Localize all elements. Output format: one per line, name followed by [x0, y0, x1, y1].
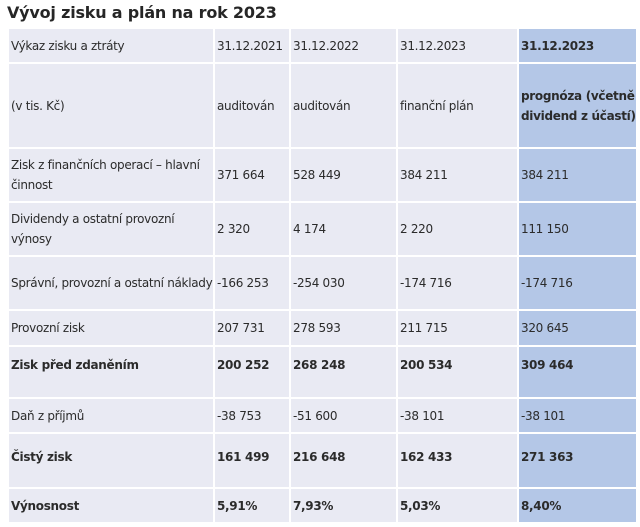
row-value: 4 174 [289, 201, 398, 257]
row-value: 7,93% [289, 487, 398, 524]
type-label-highlight: prognóza (včetně dividend z účastí) [517, 62, 638, 149]
row-value: -174 716 [396, 255, 519, 311]
row-value-highlight: 320 645 [517, 309, 638, 347]
type-label: auditován [213, 62, 291, 149]
table-row: Provozní zisk 207 731 278 593 211 715 32… [7, 309, 638, 347]
row-label: Zisk před zdaněním [7, 345, 215, 399]
table-row: Výnosnost 5,91% 7,93% 5,03% 8,40% [7, 487, 638, 524]
header-date-highlight: 31.12.2023 [517, 27, 638, 64]
row-value: 2 220 [396, 201, 519, 257]
table-row: Daň z příjmů -38 753 -51 600 -38 101 -38… [7, 397, 638, 434]
row-value: -166 253 [213, 255, 291, 311]
row-label: Čistý zisk [7, 432, 215, 489]
row-value: 528 449 [289, 147, 398, 203]
unit-label: (v tis. Kč) [7, 62, 215, 149]
table-row: Dividendy a ostatní provozní výnosy 2 32… [7, 201, 638, 257]
row-value: 200 534 [396, 345, 519, 399]
row-value: 268 248 [289, 345, 398, 399]
row-value-highlight: 309 464 [517, 345, 638, 399]
row-value: 278 593 [289, 309, 398, 347]
header-date: 31.12.2023 [396, 27, 519, 64]
row-label: Zisk z finančních operací – hlavní činno… [7, 147, 215, 203]
row-value-highlight: -38 101 [517, 397, 638, 434]
row-value: 5,91% [213, 487, 291, 524]
header-date: 31.12.2021 [213, 27, 291, 64]
row-value: -254 030 [289, 255, 398, 311]
row-value: 162 433 [396, 432, 519, 489]
table-row: Zisk z finančních operací – hlavní činno… [7, 147, 638, 203]
row-value: 207 731 [213, 309, 291, 347]
row-value: 216 648 [289, 432, 398, 489]
type-label: auditován [289, 62, 398, 149]
page-title: Vývoj zisku a plán na rok 2023 [7, 3, 277, 22]
row-value: -38 101 [396, 397, 519, 434]
subheader-row: (v tis. Kč) auditován auditován finanční… [7, 62, 638, 149]
row-value: 211 715 [396, 309, 519, 347]
row-value: 384 211 [396, 147, 519, 203]
row-value-highlight: -174 716 [517, 255, 638, 311]
row-label: Dividendy a ostatní provozní výnosy [7, 201, 215, 257]
header-date: 31.12.2022 [289, 27, 398, 64]
row-value: 5,03% [396, 487, 519, 524]
row-label: Provozní zisk [7, 309, 215, 347]
row-value: 371 664 [213, 147, 291, 203]
profit-loss-table: Výkaz zisku a ztráty 31.12.2021 31.12.20… [7, 27, 638, 524]
table-row: Správní, provozní a ostatní náklady -166… [7, 255, 638, 311]
row-value: 161 499 [213, 432, 291, 489]
table-row: Zisk před zdaněním 200 252 268 248 200 5… [7, 345, 638, 399]
row-value-highlight: 271 363 [517, 432, 638, 489]
row-value: -51 600 [289, 397, 398, 434]
row-value-highlight: 384 211 [517, 147, 638, 203]
header-label: Výkaz zisku a ztráty [7, 27, 215, 64]
row-label: Výnosnost [7, 487, 215, 524]
type-label: finanční plán [396, 62, 519, 149]
row-value: 200 252 [213, 345, 291, 399]
row-value-highlight: 111 150 [517, 201, 638, 257]
row-label: Správní, provozní a ostatní náklady [7, 255, 215, 311]
row-value: -38 753 [213, 397, 291, 434]
table-row: Čistý zisk 161 499 216 648 162 433 271 3… [7, 432, 638, 489]
row-value-highlight: 8,40% [517, 487, 638, 524]
header-row: Výkaz zisku a ztráty 31.12.2021 31.12.20… [7, 27, 638, 64]
row-label: Daň z příjmů [7, 397, 215, 434]
row-value: 2 320 [213, 201, 291, 257]
